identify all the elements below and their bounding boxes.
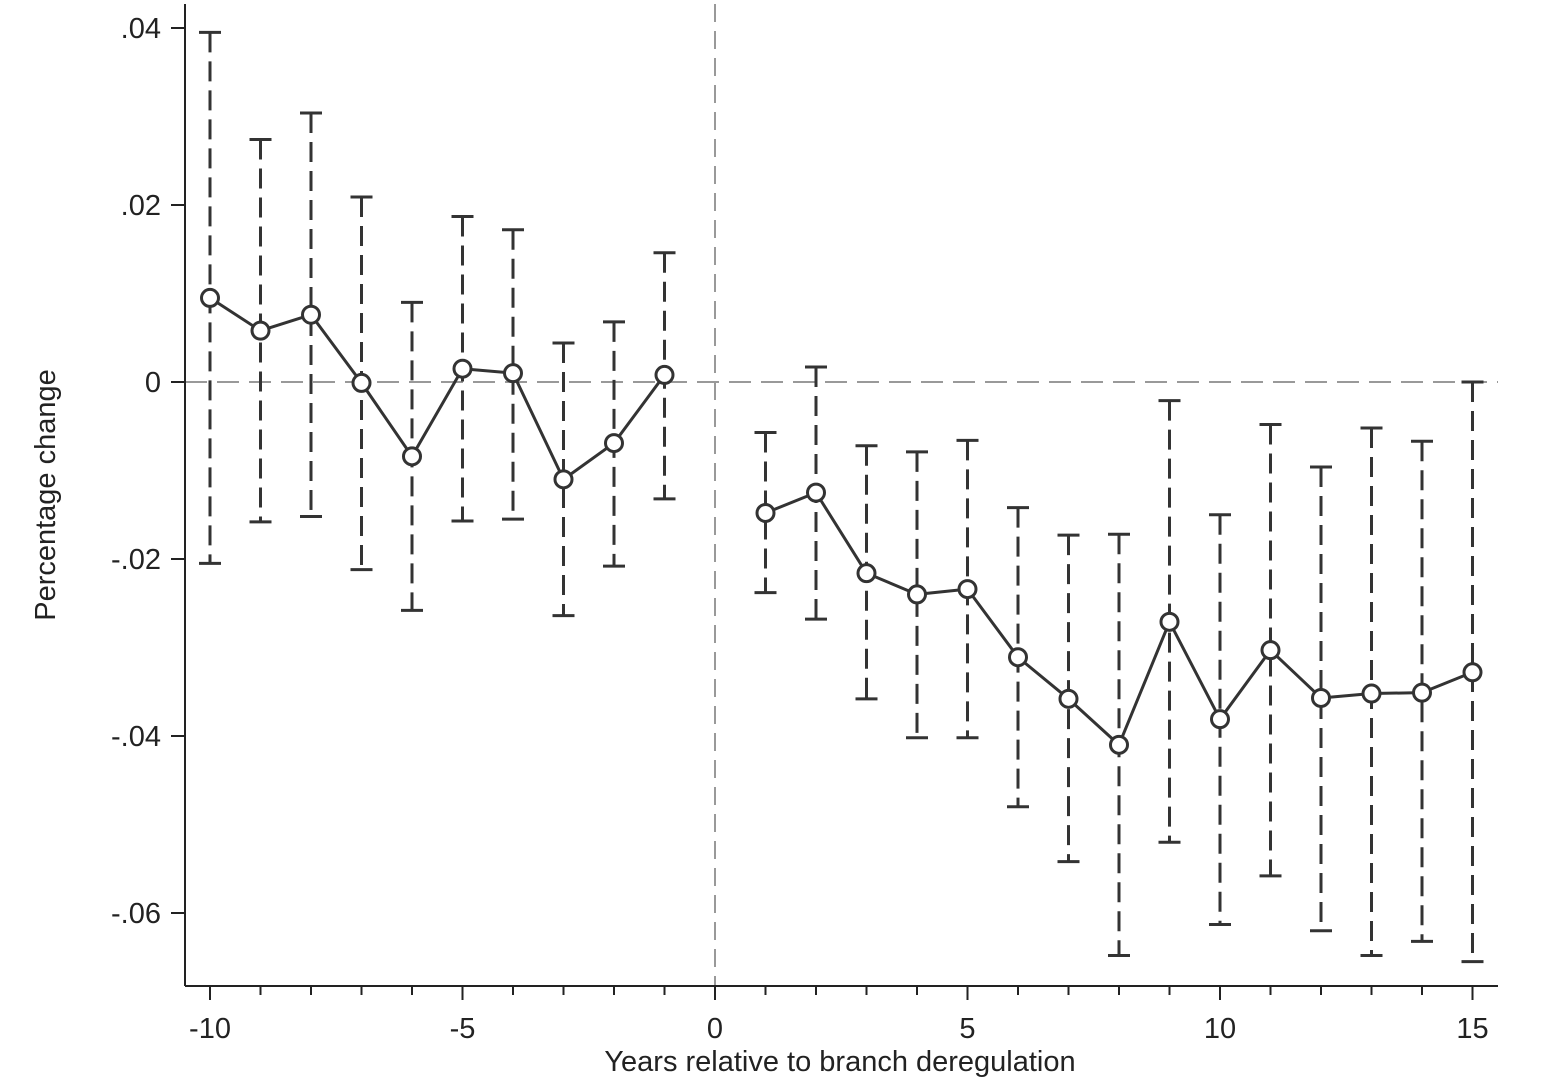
x-tick-label: -5 (450, 1013, 476, 1045)
y-tick-label: .04 (121, 13, 161, 45)
estimate-point (452, 358, 473, 379)
x-tick-label: -10 (189, 1013, 231, 1045)
estimate-lines (209, 296, 1474, 747)
estimate-point (1109, 734, 1129, 755)
estimate-point (301, 304, 321, 325)
reference-lines (185, 4, 1498, 986)
x-tick-label: 0 (707, 1013, 723, 1045)
estimate-point (250, 320, 271, 341)
estimate-points (200, 287, 1483, 755)
y-tick-label: 0 (145, 367, 161, 399)
estimate-point (200, 287, 220, 308)
estimate-point (1361, 683, 1382, 704)
x-tick-label: 5 (959, 1013, 975, 1045)
axes: .04 .02 0 -.02 -.04 -.06 -10 -5 0 5 10 15 (111, 4, 1498, 1045)
confidence-intervals (199, 30, 1484, 964)
estimate-point (1311, 687, 1331, 708)
estimate-point (402, 446, 422, 467)
y-tick-label: -.04 (111, 721, 161, 753)
estimate-point (1058, 688, 1079, 709)
estimate-point (806, 482, 826, 503)
estimate-point (1008, 647, 1028, 668)
estimate-point (503, 363, 523, 384)
estimate-point (856, 563, 877, 584)
x-tick-label: 10 (1204, 1013, 1236, 1045)
estimate-line (209, 296, 666, 481)
estimate-point (604, 433, 624, 454)
x-tick-label: 15 (1456, 1013, 1488, 1045)
estimate-point (755, 502, 776, 523)
y-tick-label: -.06 (111, 898, 161, 930)
estimate-point (1159, 611, 1180, 632)
y-tick-label: -.02 (111, 544, 161, 576)
estimate-point (1210, 709, 1230, 730)
estimate-point (553, 469, 574, 490)
y-tick-label: .02 (121, 190, 161, 222)
estimate-point (351, 372, 372, 393)
estimate-point (1260, 640, 1281, 661)
estimate-point (1462, 662, 1483, 683)
y-axis-title: Percentage change (30, 369, 62, 621)
estimate-point (957, 579, 978, 600)
x-axis-title: Years relative to branch deregulation (604, 1046, 1075, 1078)
estimate-line (764, 491, 1474, 747)
estimate-point (907, 584, 927, 605)
estimate-point (654, 364, 675, 385)
estimate-point (1412, 682, 1432, 703)
